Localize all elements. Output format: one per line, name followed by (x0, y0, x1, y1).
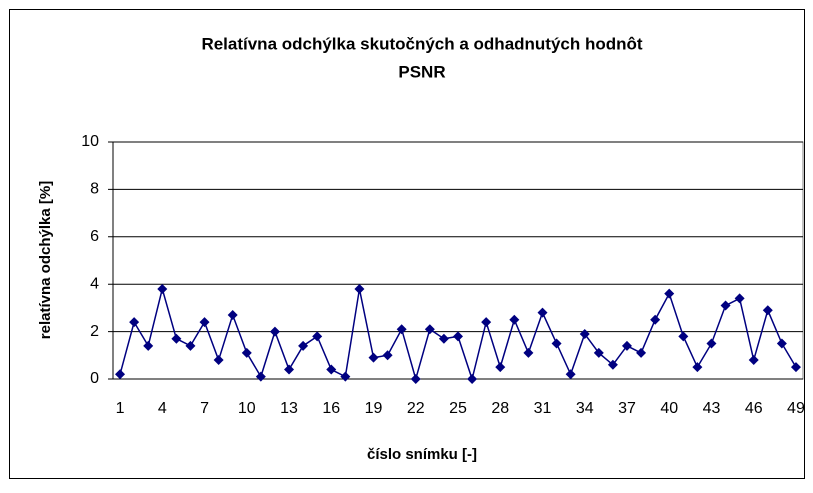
data-marker (396, 324, 407, 335)
data-marker (776, 338, 787, 349)
data-marker (664, 288, 675, 299)
data-marker (495, 362, 506, 373)
data-marker (284, 364, 295, 375)
data-marker (790, 362, 801, 373)
x-tick-label: 43 (703, 400, 721, 417)
x-tick-label: 7 (200, 400, 209, 417)
data-marker (509, 314, 520, 325)
data-marker (298, 340, 309, 351)
y-tick-label: 6 (90, 228, 99, 245)
data-marker (269, 326, 280, 337)
y-tick-label: 2 (90, 323, 99, 340)
data-marker (523, 347, 534, 358)
data-marker (453, 331, 463, 342)
data-marker (424, 324, 435, 335)
plot-area (112, 141, 804, 380)
x-tick-label: 25 (449, 400, 467, 417)
x-tick-label: 28 (491, 400, 509, 417)
data-marker (115, 369, 126, 380)
y-tick-label: 4 (90, 275, 99, 292)
data-marker (340, 371, 351, 382)
x-tick-label: 49 (787, 400, 805, 417)
data-marker (129, 317, 140, 328)
data-marker (593, 347, 604, 358)
data-marker (734, 293, 745, 304)
data-marker (678, 331, 689, 342)
data-marker (692, 362, 703, 373)
data-marker (326, 364, 337, 375)
x-tick-label: 31 (534, 400, 552, 417)
x-tick-label: 16 (322, 400, 340, 417)
data-marker (481, 317, 492, 328)
data-marker (241, 347, 252, 358)
data-marker (438, 333, 449, 344)
data-marker (227, 310, 238, 321)
y-tick-label: 8 (90, 181, 99, 198)
x-tick-label: 22 (407, 400, 425, 417)
data-marker (537, 307, 548, 318)
x-tick-label: 1 (116, 400, 125, 417)
data-marker (748, 355, 759, 366)
data-marker (255, 371, 266, 382)
data-marker (171, 333, 182, 344)
data-marker (551, 338, 562, 349)
x-tick-label: 37 (618, 400, 636, 417)
x-tick-label: 10 (238, 400, 256, 417)
x-tick-label: 34 (576, 400, 594, 417)
data-marker (720, 300, 731, 311)
x-tick-label: 40 (660, 400, 678, 417)
chart-title: Relatívna odchýlka skutočných a odhadnut… (201, 34, 642, 53)
chart-title: PSNR (398, 62, 445, 81)
data-marker (312, 331, 323, 342)
x-tick-label: 46 (745, 400, 763, 417)
data-marker (565, 369, 576, 380)
data-marker (650, 314, 661, 325)
data-marker (368, 352, 379, 363)
x-tick-label: 4 (158, 400, 167, 417)
y-tick-label: 10 (81, 133, 99, 150)
x-tick-label: 13 (280, 400, 298, 417)
data-marker (467, 374, 478, 384)
data-marker (410, 374, 421, 384)
data-marker (157, 283, 168, 294)
data-marker (354, 283, 365, 294)
x-axis-label: číslo snímku [-] (367, 446, 477, 463)
data-marker (199, 317, 210, 328)
data-marker (213, 355, 224, 366)
data-marker (579, 328, 590, 339)
y-axis-label: relatívna odchýlka [%] (37, 181, 54, 339)
data-marker (185, 340, 196, 351)
data-marker (382, 350, 393, 361)
data-marker (143, 340, 154, 351)
data-marker (706, 338, 717, 349)
data-marker (621, 340, 632, 351)
data-marker (607, 359, 618, 370)
y-tick-label: 0 (90, 370, 99, 387)
data-marker (762, 305, 773, 316)
data-marker (636, 347, 647, 358)
x-tick-label: 19 (365, 400, 383, 417)
